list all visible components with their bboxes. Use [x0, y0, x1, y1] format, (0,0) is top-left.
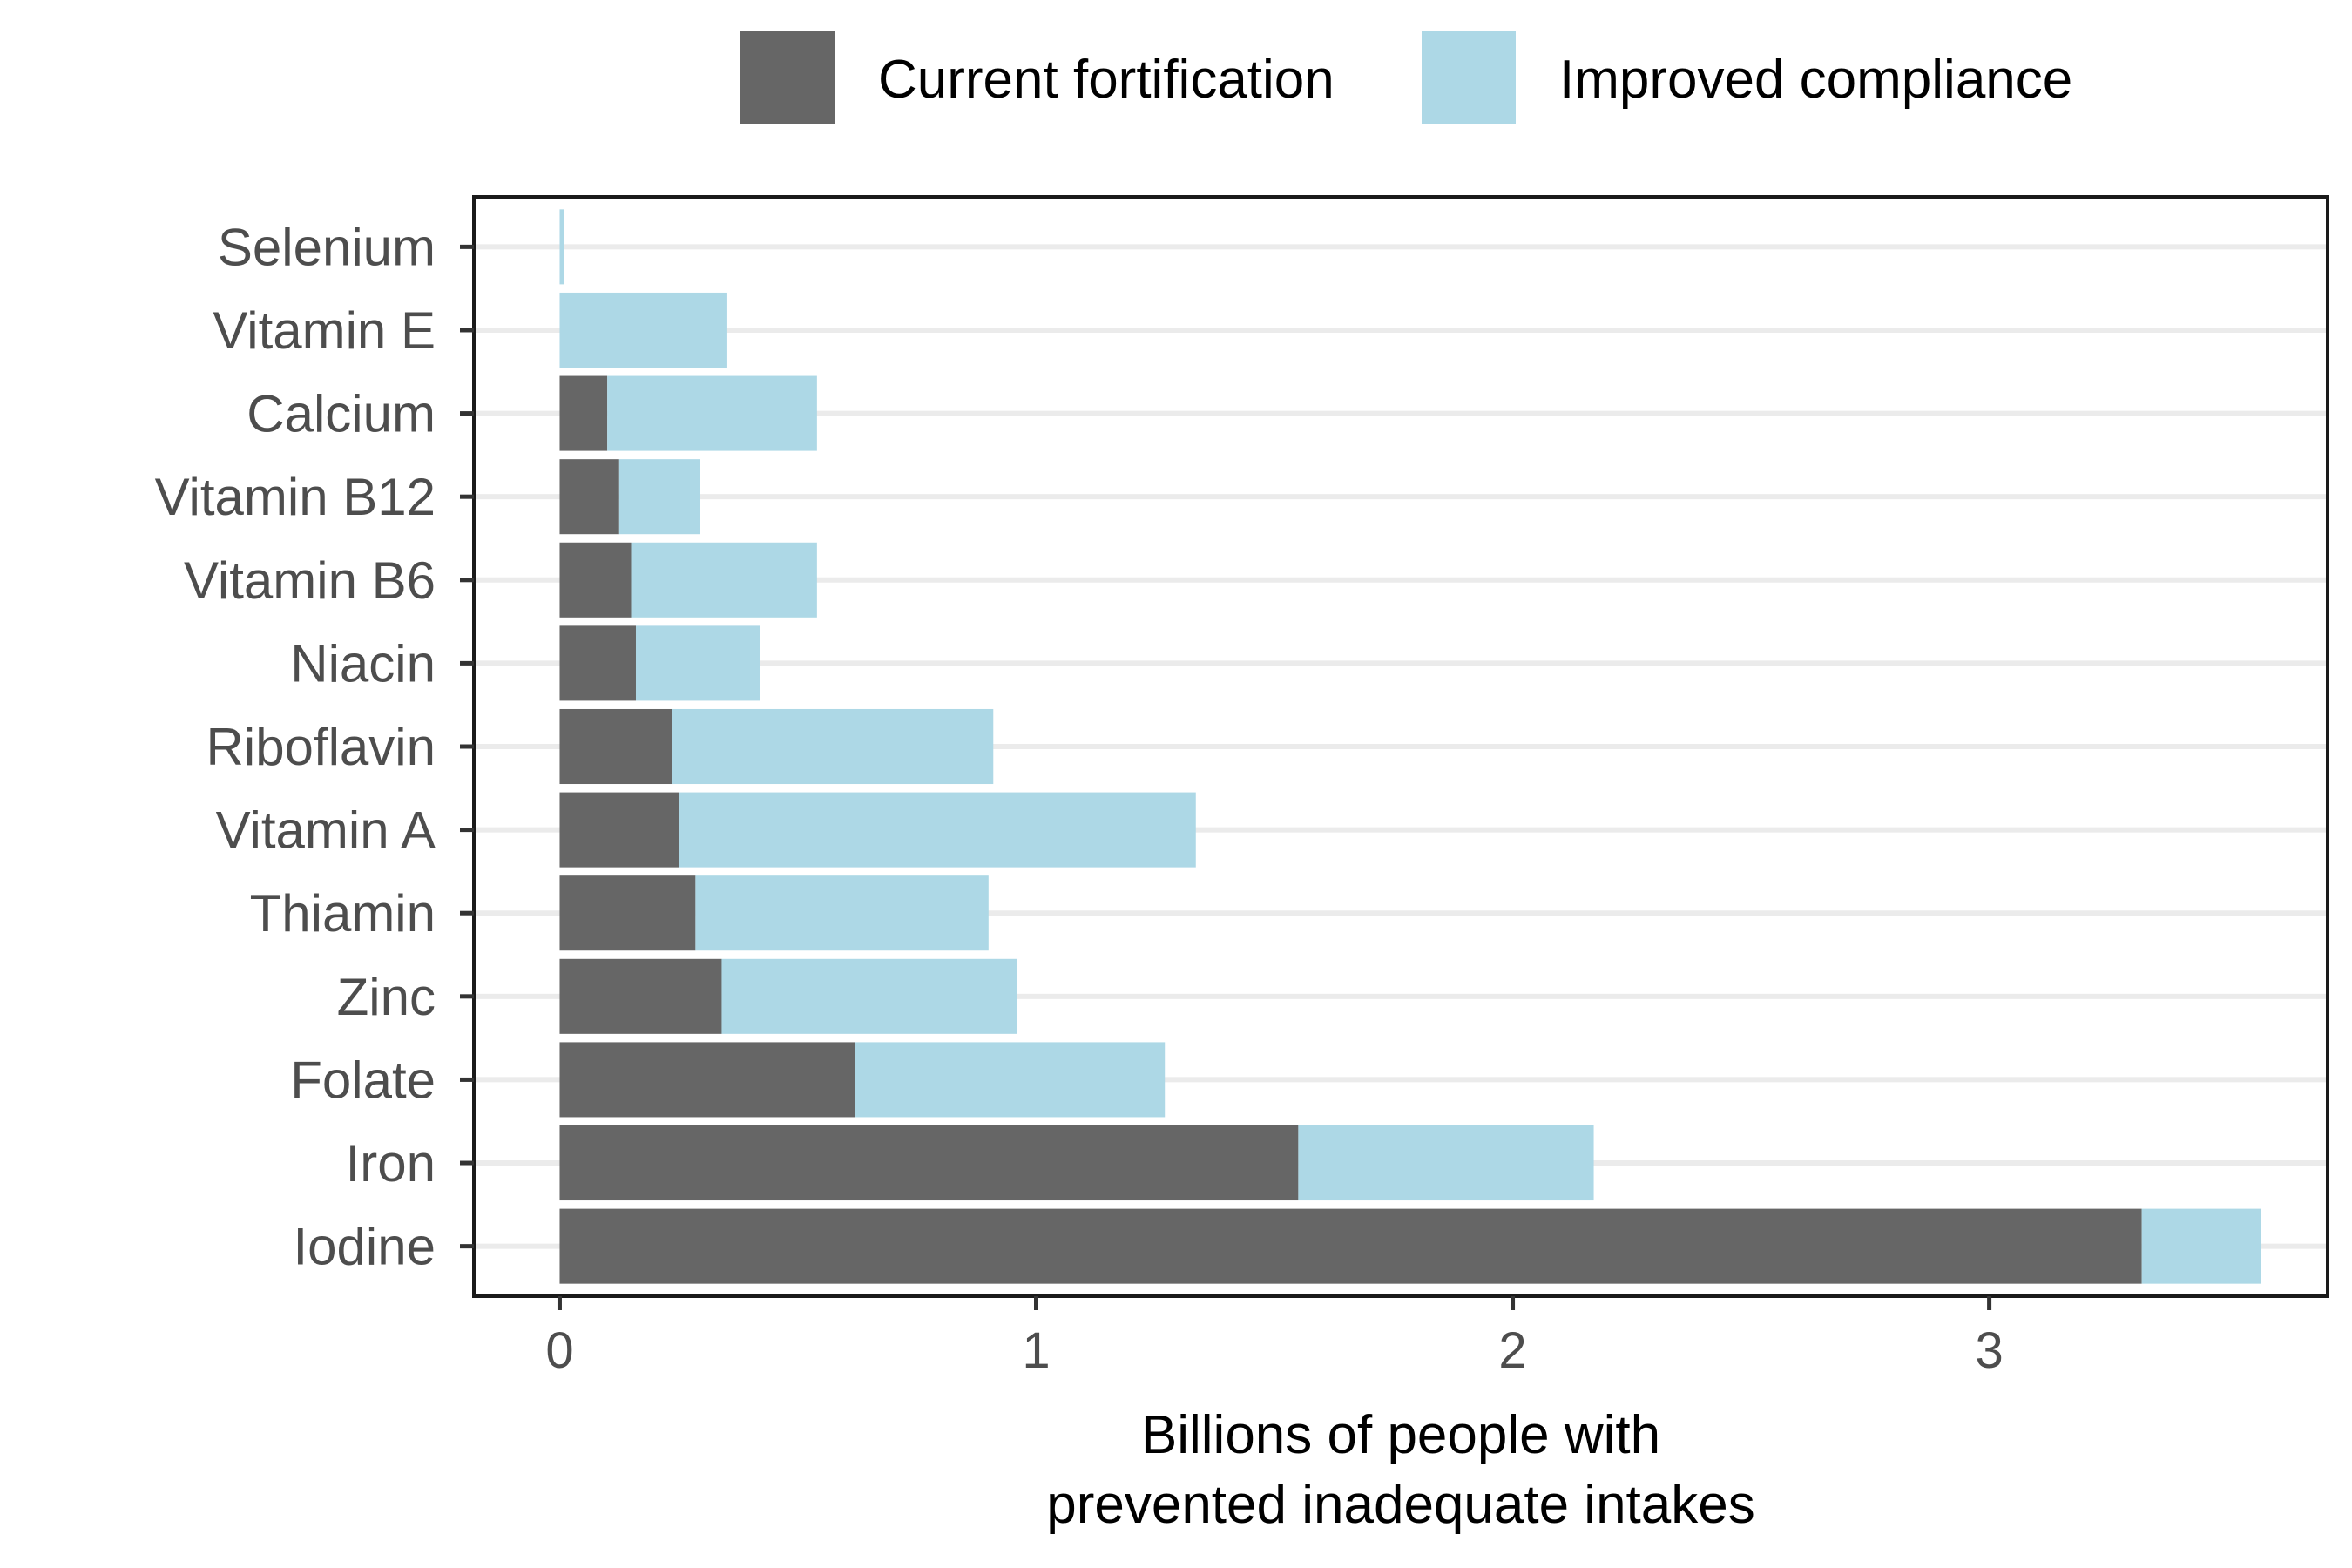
bar-thiamin-current-fortification: [559, 875, 696, 951]
x-axis-title-line-1: Billions of people with: [1141, 1405, 1660, 1465]
bars: [559, 209, 2261, 1284]
bar-iron-improved-compliance: [1298, 1125, 1594, 1201]
bar-calcium-current-fortification: [559, 375, 608, 451]
x-tick-label-2: 2: [1498, 1322, 1526, 1379]
bar-calcium-improved-compliance: [607, 375, 817, 451]
y-tick-label-vitamin-b12: Vitamin B12: [155, 468, 436, 526]
bar-folate-current-fortification: [559, 1042, 855, 1118]
y-tick-label-iron: Iron: [346, 1134, 436, 1193]
x-axis-title-line-2: prevented inadequate intakes: [1046, 1475, 1755, 1535]
y-tick-label-calcium: Calcium: [247, 385, 436, 443]
bar-selenium-improved-compliance: [559, 209, 564, 285]
y-tick-label-thiamin: Thiamin: [250, 884, 436, 943]
x-tick-label-3: 3: [1975, 1322, 2003, 1379]
bar-iodine-improved-compliance: [2141, 1208, 2261, 1284]
y-axis: Iodine Iron Folate Zinc Thiamin Vitamin A Ribo…: [155, 218, 474, 1276]
x-axis: 0 1 2 3: [545, 1296, 2004, 1379]
legend-swatch-improved-compliance: [1422, 31, 1516, 124]
bar-niacin-improved-compliance: [635, 625, 760, 701]
bar-vitamin-e-improved-compliance: [559, 292, 727, 368]
bar-vitamin-a-current-fortification: [559, 792, 679, 868]
x-tick-label-1: 1: [1022, 1322, 1050, 1379]
bar-folate-improved-compliance: [855, 1042, 1166, 1118]
x-tick-label-0: 0: [545, 1322, 573, 1379]
legend: Current fortification Improved complianc…: [740, 31, 2072, 124]
y-tick-label-riboflavin: Riboflavin: [206, 718, 436, 776]
y-tick-label-zinc: Zinc: [337, 968, 436, 1026]
y-tick-label-folate: Folate: [290, 1051, 436, 1109]
bar-vitamin-b6-current-fortification: [559, 542, 632, 618]
bar-riboflavin-current-fortification: [559, 708, 672, 785]
y-tick-label-niacin: Niacin: [290, 634, 436, 693]
bar-riboflavin-improved-compliance: [672, 708, 994, 785]
y-tick-label-vitamin-e: Vitamin E: [213, 301, 436, 360]
bar-vitamin-a-improved-compliance: [679, 792, 1196, 868]
y-tick-label-iodine: Iodine: [294, 1218, 436, 1276]
legend-swatch-current-fortification: [740, 31, 835, 124]
y-tick-label-vitamin-b6: Vitamin B6: [184, 551, 436, 610]
bar-iodine-current-fortification: [559, 1208, 2142, 1284]
bar-vitamin-b12-improved-compliance: [618, 459, 700, 535]
y-tick-label-vitamin-a: Vitamin A: [216, 801, 436, 860]
bar-zinc-current-fortification: [559, 958, 722, 1034]
legend-label-current-fortification: Current fortification: [878, 50, 1335, 110]
legend-label-improved-compliance: Improved compliance: [1559, 50, 2072, 110]
bar-niacin-current-fortification: [559, 625, 636, 701]
bar-vitamin-b6-improved-compliance: [631, 542, 817, 618]
y-tick-label-selenium: Selenium: [218, 218, 436, 276]
bar-thiamin-improved-compliance: [695, 875, 989, 951]
bar-zinc-improved-compliance: [721, 958, 1017, 1034]
bar-vitamin-b12-current-fortification: [559, 459, 619, 535]
bar-iron-current-fortification: [559, 1125, 1299, 1201]
